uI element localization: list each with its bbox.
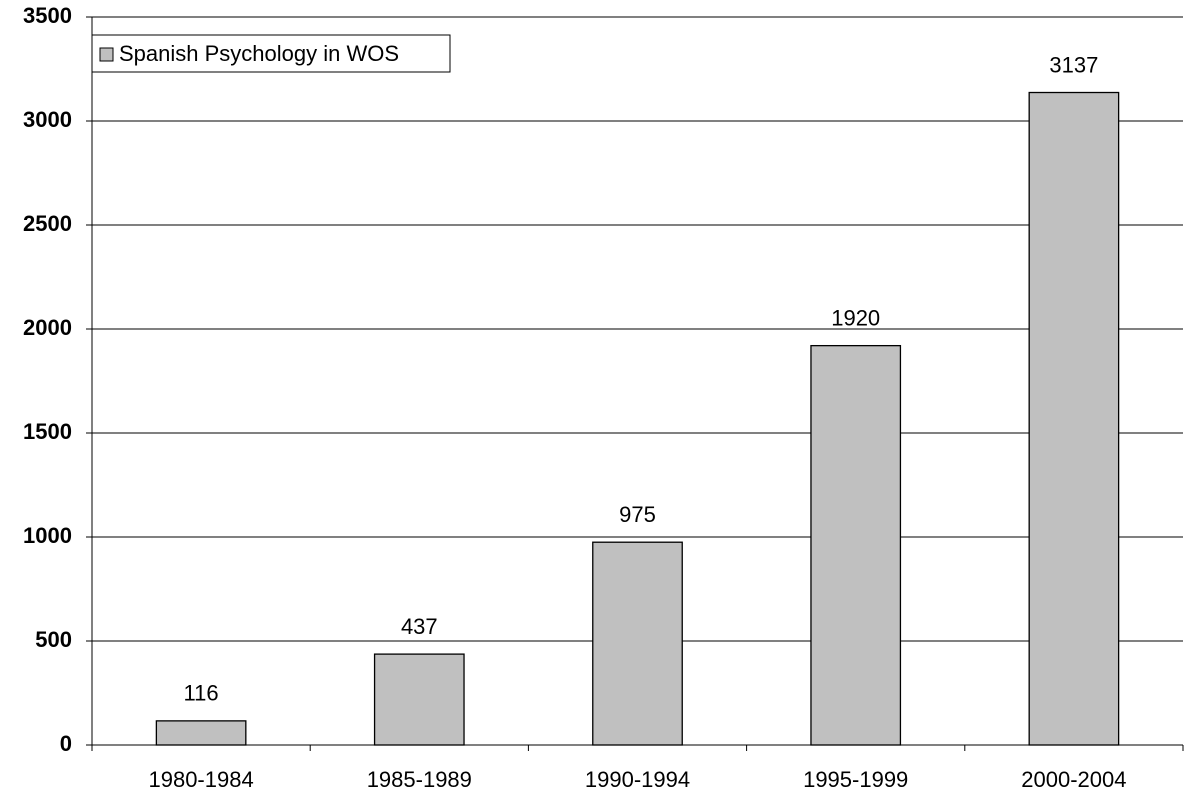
data-label: 3137 [1049, 52, 1098, 77]
data-label: 975 [619, 502, 656, 527]
data-label: 1920 [831, 305, 880, 330]
bar [1028, 91, 1120, 746]
y-tick-label: 3000 [23, 107, 72, 132]
y-tick-label: 2500 [23, 211, 72, 236]
bar [373, 653, 465, 746]
bar [155, 720, 247, 746]
bar [592, 541, 683, 746]
y-tick-label: 3500 [23, 3, 72, 28]
data-label: 437 [401, 614, 438, 639]
data-label: 116 [184, 681, 219, 706]
legend-swatch [99, 47, 114, 62]
x-tick-label: 2000-2004 [1021, 767, 1126, 792]
y-tick-label: 1500 [23, 419, 72, 444]
x-tick-label: 1980-1984 [148, 767, 253, 792]
legend-box [91, 34, 451, 73]
x-tick-label: 1995-1999 [803, 767, 908, 792]
y-tick-label: 1000 [23, 523, 72, 548]
bar [810, 344, 902, 746]
y-tick-label: 500 [35, 627, 72, 652]
y-tick-label: 2000 [23, 315, 72, 340]
x-tick-label: 1985-1989 [367, 767, 472, 792]
x-tick-label: 1990-1994 [585, 767, 690, 792]
y-tick-label: 0 [60, 731, 72, 756]
legend-label: Spanish Psychology in WOS [119, 41, 399, 66]
